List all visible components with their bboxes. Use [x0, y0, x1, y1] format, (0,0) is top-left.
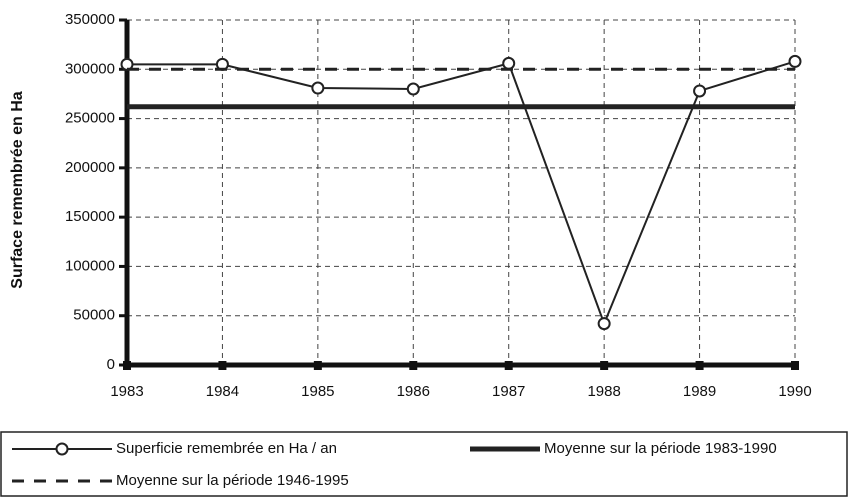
y-tick-label: 200000	[65, 159, 115, 176]
point-marker	[311, 81, 325, 95]
y-tick-label: 350000	[65, 11, 115, 28]
y-axis-label: Surface remembrée en Ha	[9, 91, 26, 289]
point-marker	[693, 84, 707, 98]
y-tick-label: 250000	[65, 110, 115, 127]
legend-marker	[55, 442, 69, 456]
series-line	[127, 60, 796, 327]
legend-label: Moyenne sur la période 1946-1995	[116, 472, 349, 489]
point-marker	[597, 317, 611, 331]
point-marker	[502, 56, 516, 70]
y-tick-label: 300000	[65, 60, 115, 77]
y-tick-label: 0	[107, 356, 115, 373]
x-tick-label: 1990	[778, 383, 811, 400]
point-marker	[406, 82, 420, 96]
x-tick-label: 1989	[683, 383, 716, 400]
x-tick-label: 1983	[110, 383, 143, 400]
x-tick-label: 1987	[492, 383, 525, 400]
legend-label: Moyenne sur la période 1983-1990	[544, 440, 777, 457]
x-tick-label: 1988	[587, 383, 620, 400]
y-tick-label: 150000	[65, 208, 115, 225]
x-tick-label: 1986	[397, 383, 430, 400]
y-tick-label: 100000	[65, 257, 115, 274]
x-tick-label: 1985	[301, 383, 334, 400]
legend-box	[0, 431, 848, 497]
point-marker	[788, 54, 802, 68]
y-tick-label: 50000	[73, 307, 115, 324]
legend-label: Superficie remembrée en Ha / an	[116, 440, 337, 457]
x-tick-label: 1984	[206, 383, 239, 400]
